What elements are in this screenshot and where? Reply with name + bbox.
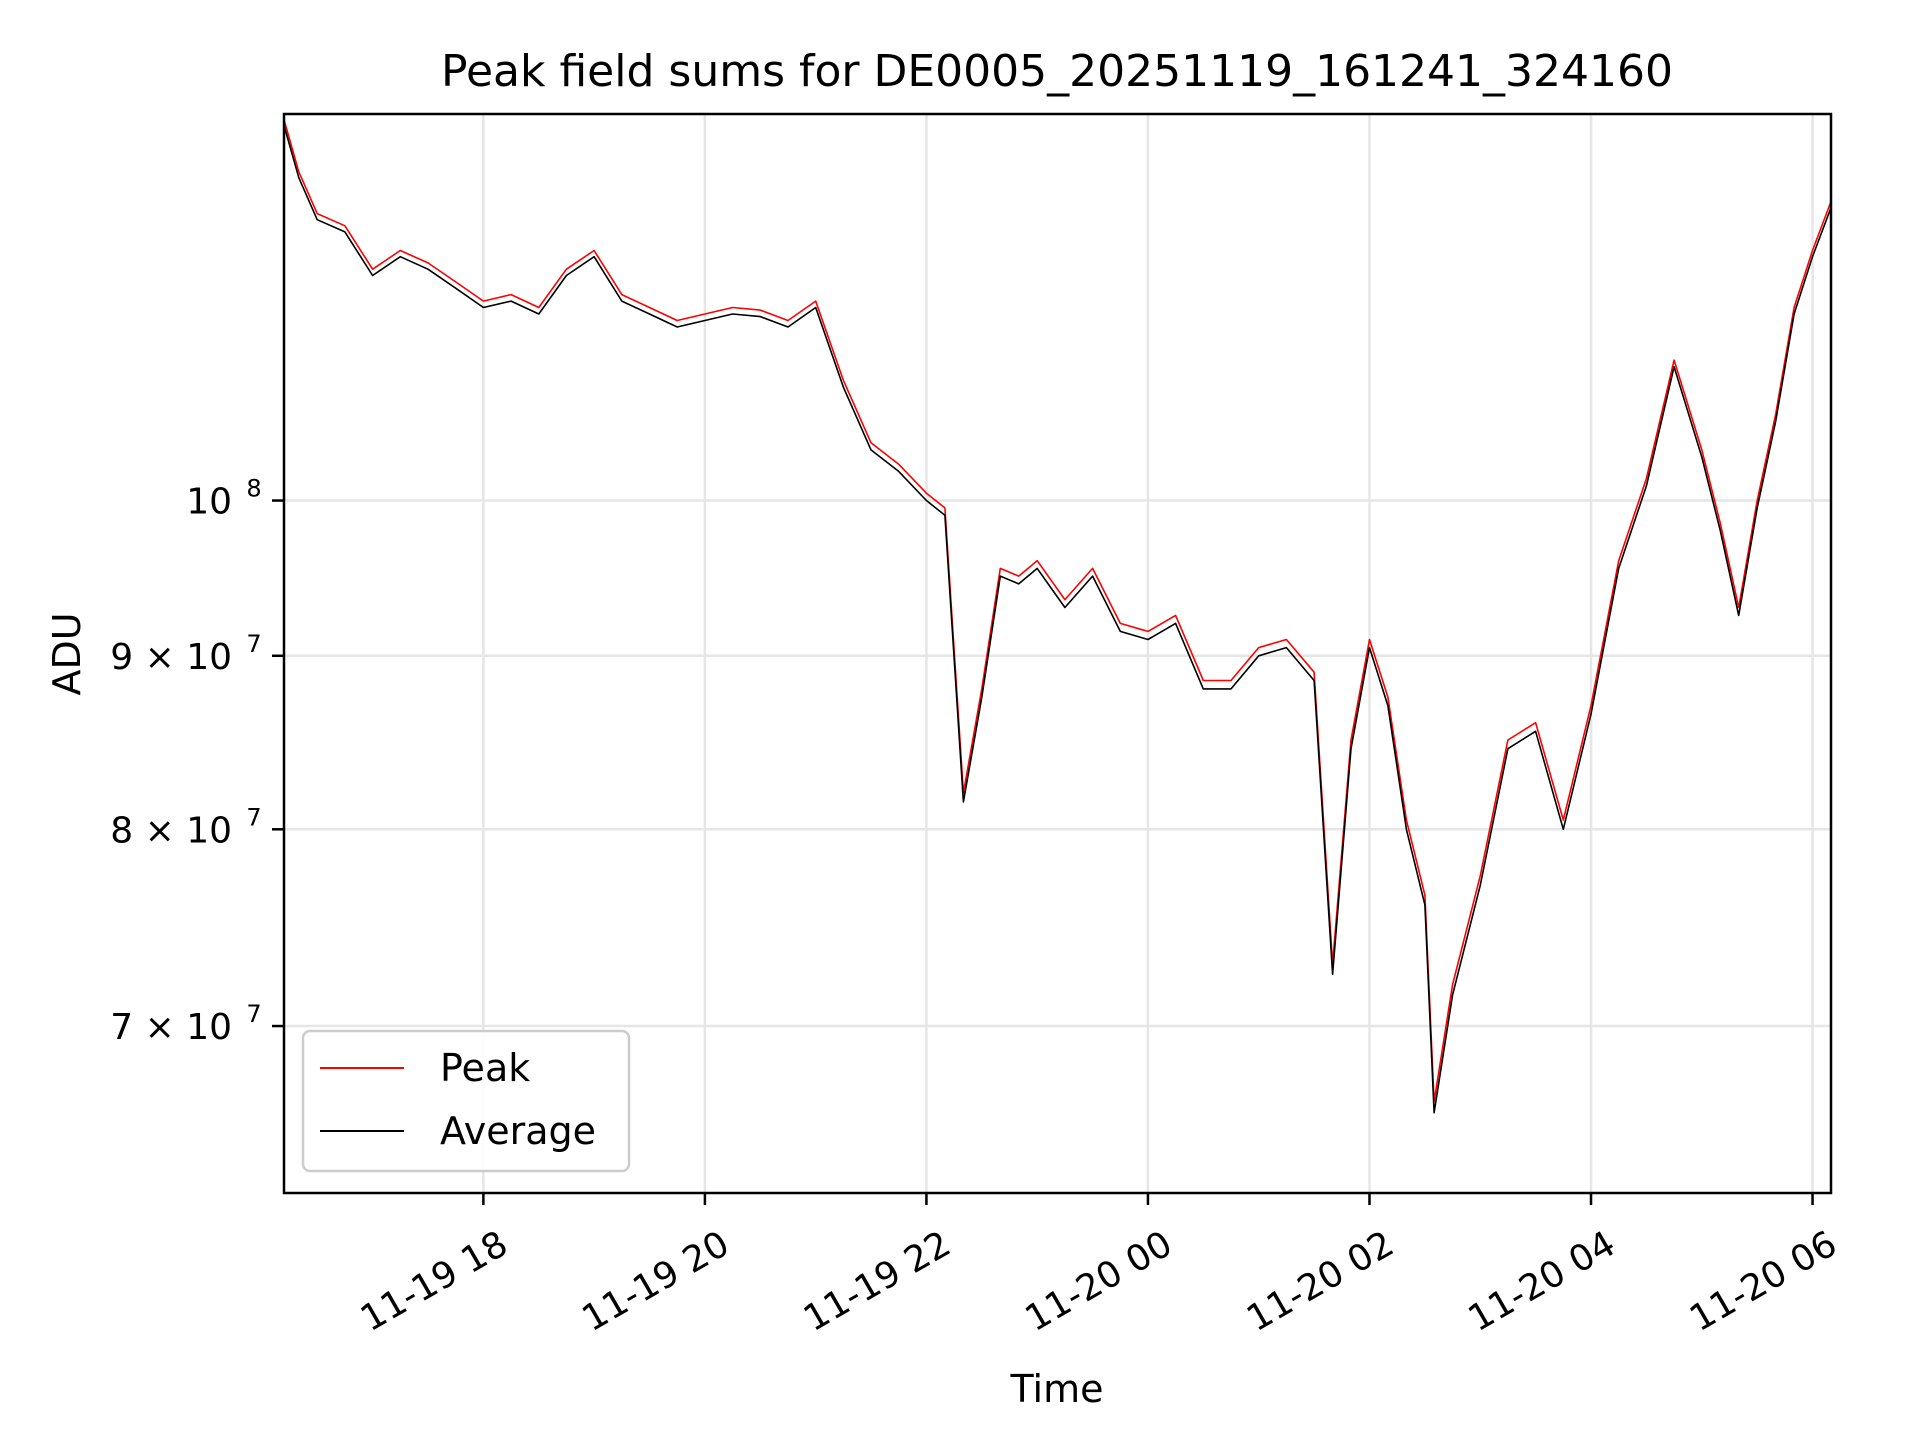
series-layer — [283, 119, 1832, 1114]
y-axis-label: ADU — [45, 612, 89, 695]
y-tick-exponent: 7 — [246, 630, 261, 658]
y-tick-exponent: 8 — [246, 475, 261, 503]
y-tick-label: 7 × 10 — [110, 1007, 232, 1048]
y-tick-exponent: 7 — [246, 803, 261, 831]
y-tick-label: 8 × 10 — [110, 810, 232, 851]
y-tick-exponent: 7 — [246, 1000, 261, 1028]
chart-title: Peak field sums for DE0005_20251119_1612… — [441, 46, 1673, 97]
legend-box — [301, 1029, 631, 1173]
x-axis-label: Time — [1010, 1367, 1104, 1411]
legend-label-average: Average — [440, 1109, 596, 1153]
series-line-peak — [283, 119, 1832, 1103]
y-tick-label: 9 × 10 — [110, 637, 232, 678]
plot-frame — [282, 112, 1833, 1195]
legend: Peak Average — [301, 1029, 631, 1173]
y-tick-label: 10 — [186, 482, 232, 523]
grid — [284, 114, 1831, 1193]
series-line-average — [283, 125, 1832, 1114]
legend-label-peak: Peak — [440, 1046, 530, 1090]
y-axis: 7 × 10 7 8 × 10 7 9 × 10 7 10 8 — [110, 475, 284, 1048]
